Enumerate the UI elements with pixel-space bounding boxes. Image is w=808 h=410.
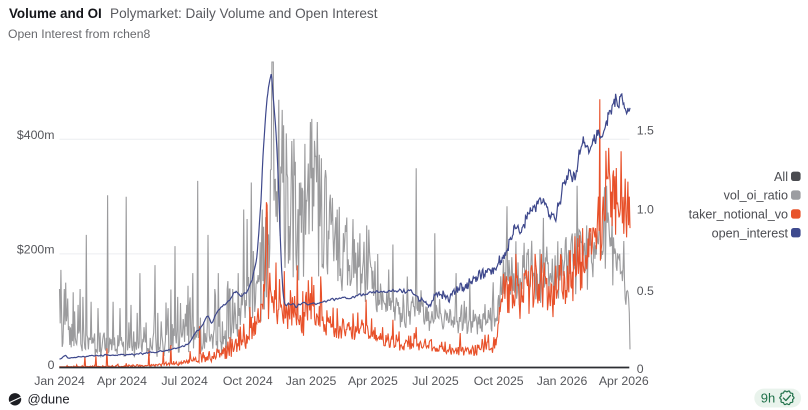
svg-text:Polymarket: Daily Volume and O: Polymarket: Daily Volume and Open Intere… — [110, 6, 378, 21]
svg-text:All: All — [774, 170, 788, 184]
svg-text:Oct 2025: Oct 2025 — [474, 374, 524, 388]
svg-text:Jan 2026: Jan 2026 — [537, 374, 588, 388]
svg-text:taker_notional_vo: taker_notional_vo — [689, 208, 788, 222]
svg-text:Jul 2025: Jul 2025 — [412, 374, 459, 388]
svg-text:Jan 2024: Jan 2024 — [34, 374, 85, 388]
svg-text:1.0: 1.0 — [637, 203, 654, 217]
svg-text:Apr 2026: Apr 2026 — [599, 374, 649, 388]
svg-text:$400m: $400m — [17, 128, 55, 142]
svg-text:Apr 2025: Apr 2025 — [348, 374, 398, 388]
svg-text:0: 0 — [48, 358, 55, 372]
svg-text:$200m: $200m — [17, 242, 55, 256]
svg-text:0.5: 0.5 — [637, 284, 654, 298]
svg-text:9h: 9h — [761, 391, 775, 406]
svg-text:Apr 2024: Apr 2024 — [97, 374, 147, 388]
svg-text:open_interest: open_interest — [712, 226, 789, 240]
svg-text:Jul 2024: Jul 2024 — [161, 374, 208, 388]
svg-text:Volume and OI: Volume and OI — [9, 6, 102, 21]
svg-text:Jan 2025: Jan 2025 — [286, 374, 337, 388]
svg-text:@dune: @dune — [28, 392, 70, 407]
svg-text:1.5: 1.5 — [637, 124, 654, 138]
svg-text:Open Interest from rchen8: Open Interest from rchen8 — [8, 27, 150, 41]
svg-text:vol_oi_ratio: vol_oi_ratio — [724, 189, 788, 203]
svg-text:Oct 2024: Oct 2024 — [223, 374, 273, 388]
svg-text:0: 0 — [637, 362, 644, 376]
